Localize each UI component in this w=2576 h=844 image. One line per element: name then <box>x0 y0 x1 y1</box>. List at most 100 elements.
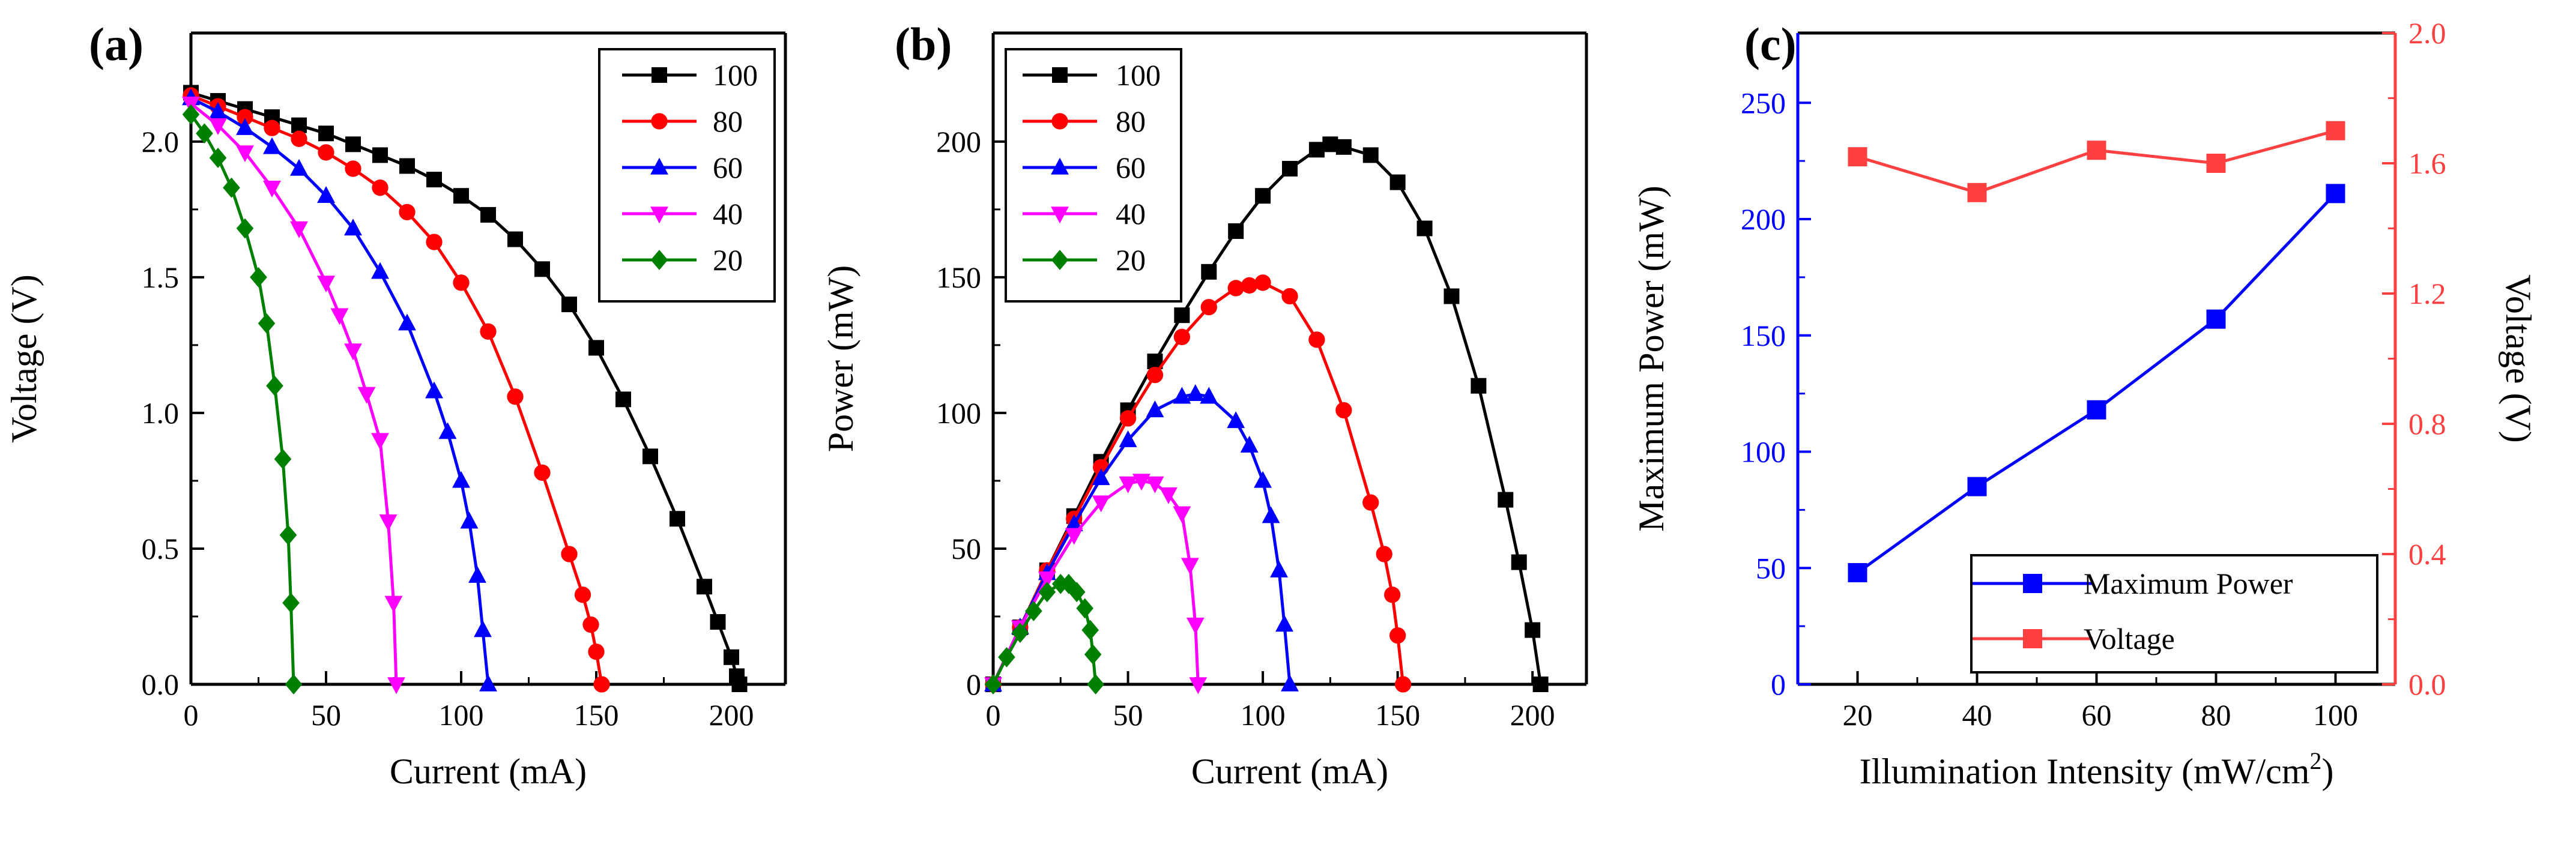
data-point <box>1275 615 1293 632</box>
legend-marker <box>1051 206 1069 224</box>
panel-a: 0 50 100 150 200 0.0 0.5 1.0 1.5 2.0 Current (mA) V… <box>4 18 787 791</box>
data-point <box>588 644 605 660</box>
data-point <box>642 448 658 465</box>
x-tick-label: 50 <box>311 698 341 732</box>
data-point <box>480 206 496 223</box>
data-point <box>1511 554 1527 570</box>
data-point <box>984 674 1002 695</box>
data-point <box>1848 147 1867 167</box>
data-point <box>1384 586 1401 603</box>
data-point <box>250 267 267 288</box>
data-point <box>2206 154 2226 173</box>
x-axis-title-suffix: ) <box>2321 752 2333 791</box>
data-point <box>1240 435 1259 453</box>
data-point <box>452 471 470 488</box>
data-point <box>371 433 389 450</box>
legend-label: 100 <box>1116 58 1161 92</box>
data-point <box>2206 309 2226 329</box>
data-point <box>263 137 281 154</box>
y-axis-title: Voltage (V) <box>4 274 44 443</box>
data-point <box>1181 558 1199 575</box>
data-point <box>2326 184 2345 203</box>
data-point <box>479 674 497 692</box>
x-tick-label: 20 <box>1843 698 1873 732</box>
data-point <box>399 203 416 221</box>
data-point <box>1201 264 1217 280</box>
data-point <box>285 674 303 695</box>
x-tick-label: 200 <box>1510 698 1555 732</box>
y-tick-label: 150 <box>1741 319 1786 352</box>
data-point <box>1967 477 1987 496</box>
data-point <box>1025 601 1042 621</box>
data-point <box>474 620 492 638</box>
data-point <box>263 180 281 197</box>
data-point <box>1186 617 1205 635</box>
data-point <box>345 136 361 152</box>
data-point <box>1081 619 1099 641</box>
legend-marker <box>651 113 668 130</box>
data-point <box>266 375 283 396</box>
data-point <box>2326 121 2345 140</box>
data-point <box>1394 676 1412 693</box>
data-point <box>480 323 497 340</box>
x-axis-title: Current (mA) <box>1191 752 1388 791</box>
data-point <box>1092 495 1110 513</box>
legend-marker <box>2023 574 2042 593</box>
data-point <box>357 387 376 404</box>
series-line <box>1857 129 2336 194</box>
data-point <box>1322 136 1338 152</box>
data-point <box>615 391 631 408</box>
data-point <box>1011 622 1029 644</box>
data-point <box>196 123 213 144</box>
data-point <box>344 219 362 236</box>
data-point <box>291 117 307 133</box>
series-line <box>991 392 1292 686</box>
y-tick-label: 0.0 <box>142 668 180 701</box>
series-40 <box>182 96 405 695</box>
y-axis-title: Power (mW) <box>821 265 860 453</box>
data-point <box>371 262 389 279</box>
data-point <box>998 647 1015 668</box>
legend-label: Voltage <box>2084 622 2175 656</box>
data-point <box>1173 328 1191 345</box>
data-point <box>710 614 726 630</box>
data-point <box>697 579 712 595</box>
legend-marker <box>650 250 668 270</box>
data-point <box>1389 174 1406 190</box>
panel-label: (b) <box>895 18 952 70</box>
legend-label: 60 <box>1116 151 1146 184</box>
data-point <box>574 586 591 603</box>
data-point <box>1255 188 1271 204</box>
data-point <box>1389 627 1406 644</box>
data-point <box>1254 274 1271 291</box>
data-point <box>1173 506 1191 523</box>
x-tick-label: 40 <box>1962 698 1992 732</box>
data-point <box>1254 471 1272 488</box>
data-point <box>731 677 748 692</box>
x-tick-label: 0 <box>184 698 199 732</box>
data-point <box>209 101 227 119</box>
data-point <box>1471 378 1487 394</box>
data-point <box>318 144 334 161</box>
series-60 <box>182 88 497 692</box>
data-point <box>209 148 227 168</box>
panel-c: 20 40 60 80 100 0 50 100 150 200 250 0.0 0.4 0.8 1.2 1.… <box>1631 16 2538 791</box>
data-point <box>1186 384 1205 401</box>
y-tick-label: 0 <box>1771 668 1786 701</box>
data-point <box>1065 528 1083 545</box>
x-tick-label: 100 <box>1241 698 1286 732</box>
data-point <box>724 649 739 665</box>
data-point <box>1362 494 1379 511</box>
legend-marker <box>1051 250 1069 270</box>
data-point <box>1227 411 1245 429</box>
data-point <box>1068 582 1086 603</box>
data-point <box>670 511 685 527</box>
series-line <box>1857 192 2337 574</box>
data-point <box>561 297 577 313</box>
data-point <box>534 261 550 277</box>
data-point <box>398 313 416 331</box>
x-tick-label: 200 <box>709 698 754 732</box>
data-point <box>1262 506 1280 523</box>
x-tick-label: 50 <box>1113 698 1143 732</box>
x-axis-title-superscript: 2 <box>2309 747 2321 774</box>
